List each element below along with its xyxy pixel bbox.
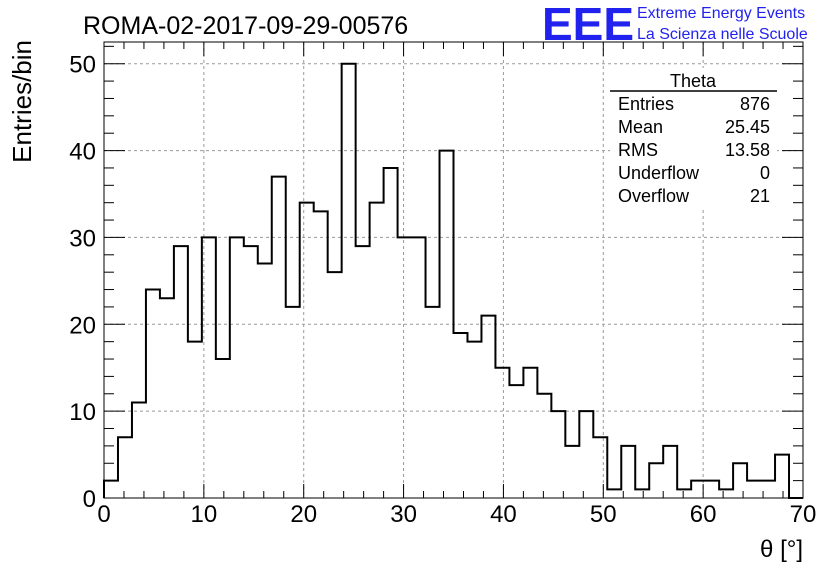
run-title: ROMA-02-2017-09-29-00576 bbox=[83, 12, 408, 40]
stats-value: 0 bbox=[760, 163, 770, 183]
stats-label: RMS bbox=[618, 140, 658, 160]
x-tick-label: 70 bbox=[790, 501, 817, 528]
eee-logo-line2: La Scienza nelle Scuole bbox=[637, 26, 808, 43]
x-tick-label: 0 bbox=[97, 501, 110, 528]
stats-value: 21 bbox=[750, 186, 770, 206]
stats-label: Underflow bbox=[618, 163, 700, 183]
stats-label: Entries bbox=[618, 94, 674, 114]
x-axis-title: θ [°] bbox=[760, 536, 803, 563]
y-tick-label: 20 bbox=[69, 312, 96, 339]
eee-logo-line1: Extreme Energy Events bbox=[637, 5, 805, 22]
x-tick-label: 60 bbox=[690, 501, 717, 528]
histogram-outline bbox=[103, 62, 803, 499]
y-tick-label: 10 bbox=[69, 399, 96, 426]
y-tick-labels: 0 10 20 30 40 50 bbox=[69, 52, 96, 513]
x-tick-label: 10 bbox=[191, 501, 218, 528]
x-tick-label: 40 bbox=[490, 501, 517, 528]
stats-rows: Entries 876 Mean 25.45 RMS 13.58 Underflow 0 Ove… bbox=[618, 94, 770, 206]
y-axis-title: Entries/bin bbox=[7, 40, 37, 163]
x-tick-label: 50 bbox=[590, 501, 617, 528]
stats-label: Overflow bbox=[618, 186, 690, 206]
stats-label: Mean bbox=[618, 117, 663, 137]
y-tick-label: 40 bbox=[69, 139, 96, 166]
y-tick-label: 0 bbox=[83, 486, 96, 513]
stats-title: Theta bbox=[670, 71, 717, 91]
eee-logo: EEE Extreme Energy Events La Scienza nel… bbox=[542, 0, 808, 50]
stats-value: 876 bbox=[740, 94, 770, 114]
x-tick-labels: 0 10 20 30 40 50 60 70 bbox=[97, 501, 816, 528]
x-tick-label: 20 bbox=[290, 501, 317, 528]
stats-value: 13.58 bbox=[725, 140, 770, 160]
axis-ticks bbox=[103, 42, 804, 499]
x-tick-label: 30 bbox=[390, 501, 417, 528]
stats-box: Theta Entries 876 Mean 25.45 RMS 13.58 Underfl… bbox=[610, 68, 777, 210]
stats-value: 25.45 bbox=[725, 117, 770, 137]
y-tick-label: 30 bbox=[69, 225, 96, 252]
y-tick-label: 50 bbox=[69, 52, 96, 79]
plot-frame bbox=[103, 41, 804, 499]
